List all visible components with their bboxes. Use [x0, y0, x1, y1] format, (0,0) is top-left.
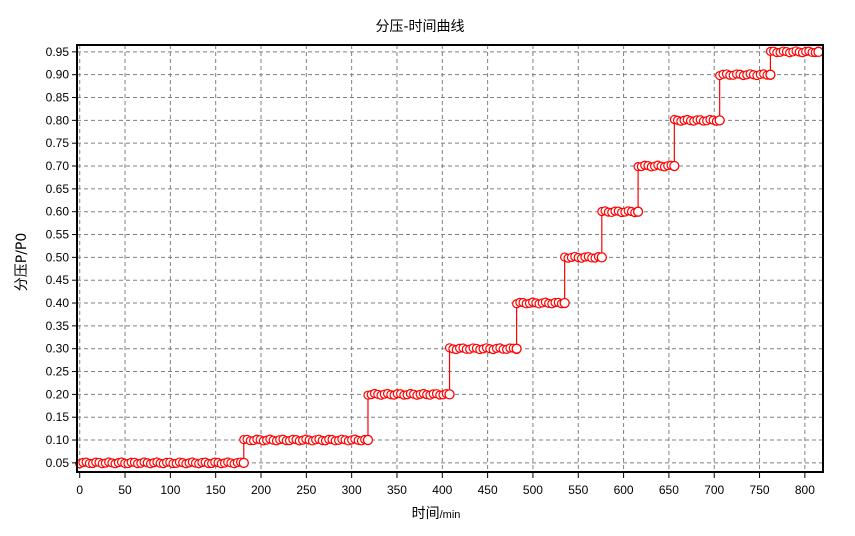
y-tick-label: 0.15: [46, 410, 70, 424]
y-tick-label: 0.60: [46, 205, 70, 219]
series-partial-pressure: [75, 46, 824, 469]
x-tick-label: 650: [659, 483, 679, 497]
y-tick-label: 0.70: [46, 159, 70, 173]
y-tick-label: 0.30: [46, 342, 70, 356]
plot-frame: [76, 44, 824, 473]
y-tick-label: 0.95: [46, 45, 70, 59]
step-plateau: [597, 206, 644, 218]
step-end-point: [813, 46, 824, 58]
y-tick-label: 0.80: [46, 113, 70, 127]
y-tick-label: 0.45: [46, 273, 70, 287]
x-tick-label: 250: [296, 483, 316, 497]
y-axis-label: 分压P/P0: [14, 233, 30, 292]
x-tick-label: 100: [160, 483, 180, 497]
y-tick-label: 0.25: [46, 365, 70, 379]
x-tick-label: 400: [432, 483, 452, 497]
y-tick-label: 0.40: [46, 296, 70, 310]
x-tick-label: 800: [795, 483, 815, 497]
y-tick-label: 0.85: [46, 91, 70, 105]
y-tick-label: 0.75: [46, 136, 70, 150]
x-axis-unit: /min: [440, 509, 461, 521]
step-end-point: [238, 457, 249, 469]
step-plateau: [75, 457, 249, 469]
y-tick-label: 0.55: [46, 228, 70, 242]
x-tick-label: 600: [614, 483, 634, 497]
grid: [77, 45, 823, 472]
step-plateau: [363, 388, 455, 400]
x-axis-label-text: 时间: [412, 506, 440, 522]
y-tick-label: 0.50: [46, 250, 70, 264]
step-plateau: [715, 69, 776, 81]
step-plateau: [633, 160, 680, 172]
y-tick-label: 0.05: [46, 456, 70, 470]
x-tick-label: 750: [750, 483, 770, 497]
y-tick-label: 0.65: [46, 182, 70, 196]
y-tick-label: 0.20: [46, 387, 70, 401]
x-axis-label: 时间/min: [412, 506, 461, 522]
step-plateau: [444, 343, 522, 355]
x-tick-label: 450: [478, 483, 498, 497]
x-tick-label: 550: [568, 483, 588, 497]
step-end-point: [596, 252, 607, 263]
step-end-point: [362, 434, 374, 446]
x-tick-label: 0: [76, 483, 83, 497]
step-end-point: [444, 389, 455, 400]
x-tick-label: 500: [523, 483, 543, 497]
x-tick-label: 700: [704, 483, 724, 497]
x-tick-label: 150: [206, 483, 226, 497]
axis-ticks: 0 50 100 150 200 250 300 350 400 450 500 550 600 650 7…: [46, 45, 816, 497]
step-end-point: [669, 160, 680, 172]
step-plateau: [765, 46, 824, 58]
step-end-point: [632, 206, 644, 217]
x-tick-label: 350: [387, 483, 407, 497]
step-plateau: [239, 434, 374, 446]
step-plateau: [669, 114, 725, 126]
chart-title: 分压-时间曲线: [375, 19, 464, 35]
y-tick-label: 0.10: [46, 433, 70, 447]
step-end-point: [559, 297, 570, 309]
x-tick-label: 200: [251, 483, 271, 497]
y-tick-label: 0.35: [46, 319, 70, 333]
step-end-point: [511, 343, 522, 354]
x-tick-label: 300: [342, 483, 362, 497]
step-plateau: [560, 251, 607, 263]
step-plateau: [512, 297, 570, 309]
y-tick-label: 0.90: [46, 68, 70, 82]
x-tick-label: 50: [118, 483, 132, 497]
step-end-point: [765, 69, 776, 80]
step-end-point: [714, 115, 725, 126]
